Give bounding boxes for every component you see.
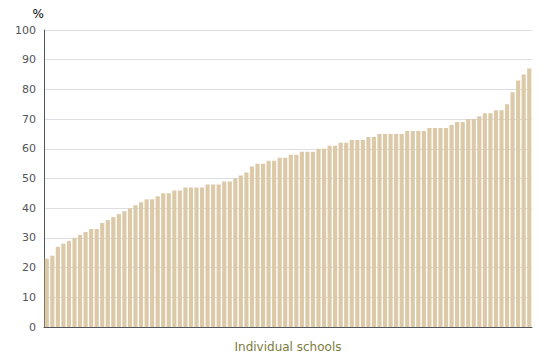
svg-text:80: 80 bbox=[22, 83, 36, 96]
svg-text:60: 60 bbox=[22, 142, 36, 155]
svg-text:40: 40 bbox=[22, 202, 36, 215]
svg-text:70: 70 bbox=[22, 113, 36, 126]
svg-text:10: 10 bbox=[22, 291, 36, 304]
svg-text:Individual schools: Individual schools bbox=[235, 340, 342, 354]
svg-text:30: 30 bbox=[22, 231, 36, 244]
svg-text:0: 0 bbox=[29, 321, 36, 334]
svg-text:50: 50 bbox=[22, 172, 36, 185]
svg-text:90: 90 bbox=[22, 53, 36, 66]
svg-text:20: 20 bbox=[22, 261, 36, 274]
svg-text:100: 100 bbox=[15, 24, 36, 37]
svg-text:%: % bbox=[33, 7, 44, 21]
